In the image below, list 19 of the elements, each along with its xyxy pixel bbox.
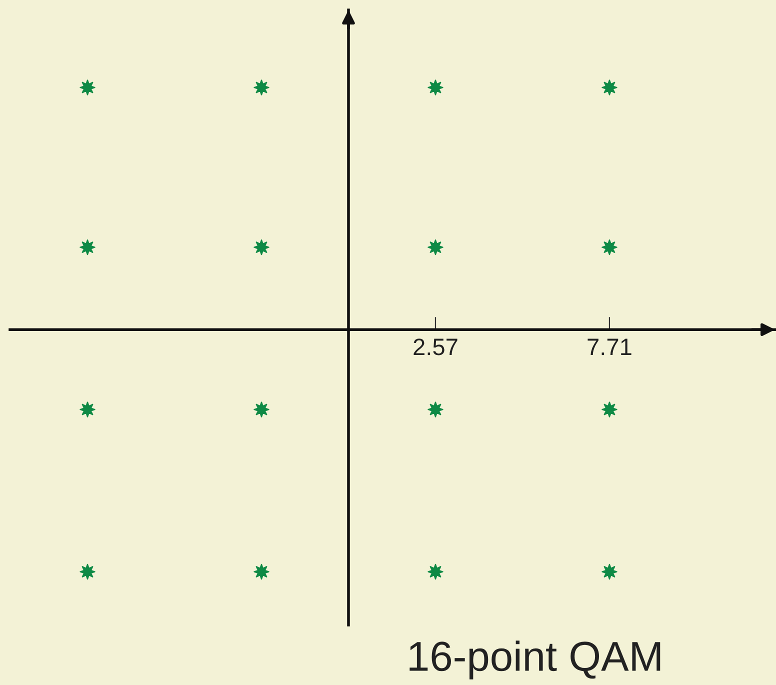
point [80,564,96,580]
point [254,239,270,256]
point [428,80,444,96]
point [428,239,444,256]
point [602,239,618,256]
x-tick-label: 2.57 [414,338,458,356]
point [602,402,618,418]
point [80,239,96,256]
point [602,80,618,96]
x-tick-label: 7.71 [588,338,632,356]
point [254,402,270,418]
point [80,402,96,418]
point [428,564,444,580]
point [428,402,444,418]
point [602,564,618,580]
text: 16-point QAM [410,640,660,680]
point [80,80,96,96]
point [254,80,270,96]
point [254,564,270,580]
